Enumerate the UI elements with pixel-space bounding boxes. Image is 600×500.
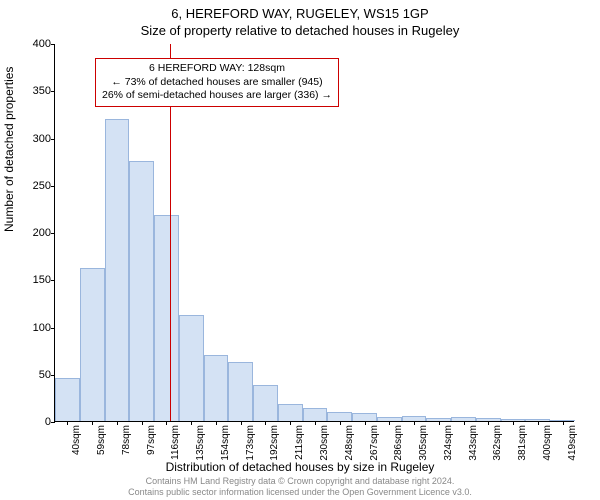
x-tick-label: 154sqm [220, 425, 231, 461]
x-tick-label: 248sqm [344, 425, 355, 461]
x-tick-mark [439, 421, 440, 425]
x-tick-mark [538, 421, 539, 425]
x-tick-mark [414, 421, 415, 425]
x-tick-label: 97sqm [146, 425, 157, 455]
histogram-bar [80, 268, 105, 421]
histogram-bar [327, 412, 352, 421]
x-tick-mark [166, 421, 167, 425]
x-tick-mark [464, 421, 465, 425]
x-tick-label: 419sqm [567, 425, 578, 461]
histogram-bar [352, 413, 377, 421]
y-tick-mark [51, 44, 55, 45]
annotation-line1: 6 HEREFORD WAY: 128sqm [102, 62, 332, 76]
x-tick-label: 173sqm [245, 425, 256, 461]
x-tick-label: 135sqm [195, 425, 206, 461]
x-tick-mark [117, 421, 118, 425]
x-tick-label: 400sqm [542, 425, 553, 461]
histogram-bar [204, 355, 229, 421]
x-tick-label: 40sqm [71, 425, 82, 455]
histogram-bar [55, 378, 80, 421]
y-tick-mark [51, 375, 55, 376]
histogram-bar [278, 404, 303, 421]
histogram-bar [179, 315, 204, 421]
title-main: 6, HEREFORD WAY, RUGELEY, WS15 1GP [0, 0, 600, 21]
x-tick-label: 230sqm [319, 425, 330, 461]
annotation-box: 6 HEREFORD WAY: 128sqm← 73% of detached … [95, 58, 339, 107]
histogram-bar [105, 119, 130, 421]
x-tick-label: 192sqm [269, 425, 280, 461]
y-tick-mark [51, 233, 55, 234]
x-tick-label: 78sqm [121, 425, 132, 455]
x-tick-mark [488, 421, 489, 425]
x-tick-mark [389, 421, 390, 425]
y-axis-label: Number of detached properties [2, 67, 16, 232]
x-tick-mark [315, 421, 316, 425]
y-tick-mark [51, 280, 55, 281]
footer-line2: Contains public sector information licen… [0, 487, 600, 498]
x-tick-label: 59sqm [96, 425, 107, 455]
x-tick-label: 267sqm [369, 425, 380, 461]
y-tick-mark [51, 139, 55, 140]
x-tick-label: 343sqm [468, 425, 479, 461]
y-tick-mark [51, 422, 55, 423]
title-sub: Size of property relative to detached ho… [0, 21, 600, 38]
histogram-bar [129, 161, 154, 421]
histogram-bar [154, 215, 179, 421]
x-tick-mark [365, 421, 366, 425]
x-tick-mark [265, 421, 266, 425]
y-tick-mark [51, 186, 55, 187]
y-tick-mark [51, 328, 55, 329]
x-tick-mark [340, 421, 341, 425]
histogram-bar [228, 362, 253, 421]
x-tick-label: 286sqm [393, 425, 404, 461]
histogram-bar [253, 385, 278, 421]
x-tick-label: 362sqm [492, 425, 503, 461]
x-tick-label: 116sqm [170, 425, 181, 460]
x-tick-label: 324sqm [443, 425, 454, 461]
histogram-bar [303, 408, 328, 421]
x-tick-mark [142, 421, 143, 425]
x-tick-mark [92, 421, 93, 425]
annotation-line2: ← 73% of detached houses are smaller (94… [102, 76, 332, 90]
x-tick-label: 211sqm [294, 425, 305, 460]
x-tick-mark [216, 421, 217, 425]
x-tick-label: 381sqm [517, 425, 528, 461]
x-tick-mark [67, 421, 68, 425]
x-tick-mark [191, 421, 192, 425]
x-tick-mark [563, 421, 564, 425]
x-tick-label: 305sqm [418, 425, 429, 461]
footer-attribution: Contains HM Land Registry data © Crown c… [0, 476, 600, 498]
y-tick-mark [51, 91, 55, 92]
annotation-line3: 26% of semi-detached houses are larger (… [102, 89, 332, 103]
x-tick-mark [513, 421, 514, 425]
x-axis-label: Distribution of detached houses by size … [0, 460, 600, 474]
x-tick-mark [290, 421, 291, 425]
footer-line1: Contains HM Land Registry data © Crown c… [0, 476, 600, 487]
x-tick-mark [241, 421, 242, 425]
chart-area: 05010015020025030035040040sqm59sqm78sqm9… [54, 44, 574, 422]
